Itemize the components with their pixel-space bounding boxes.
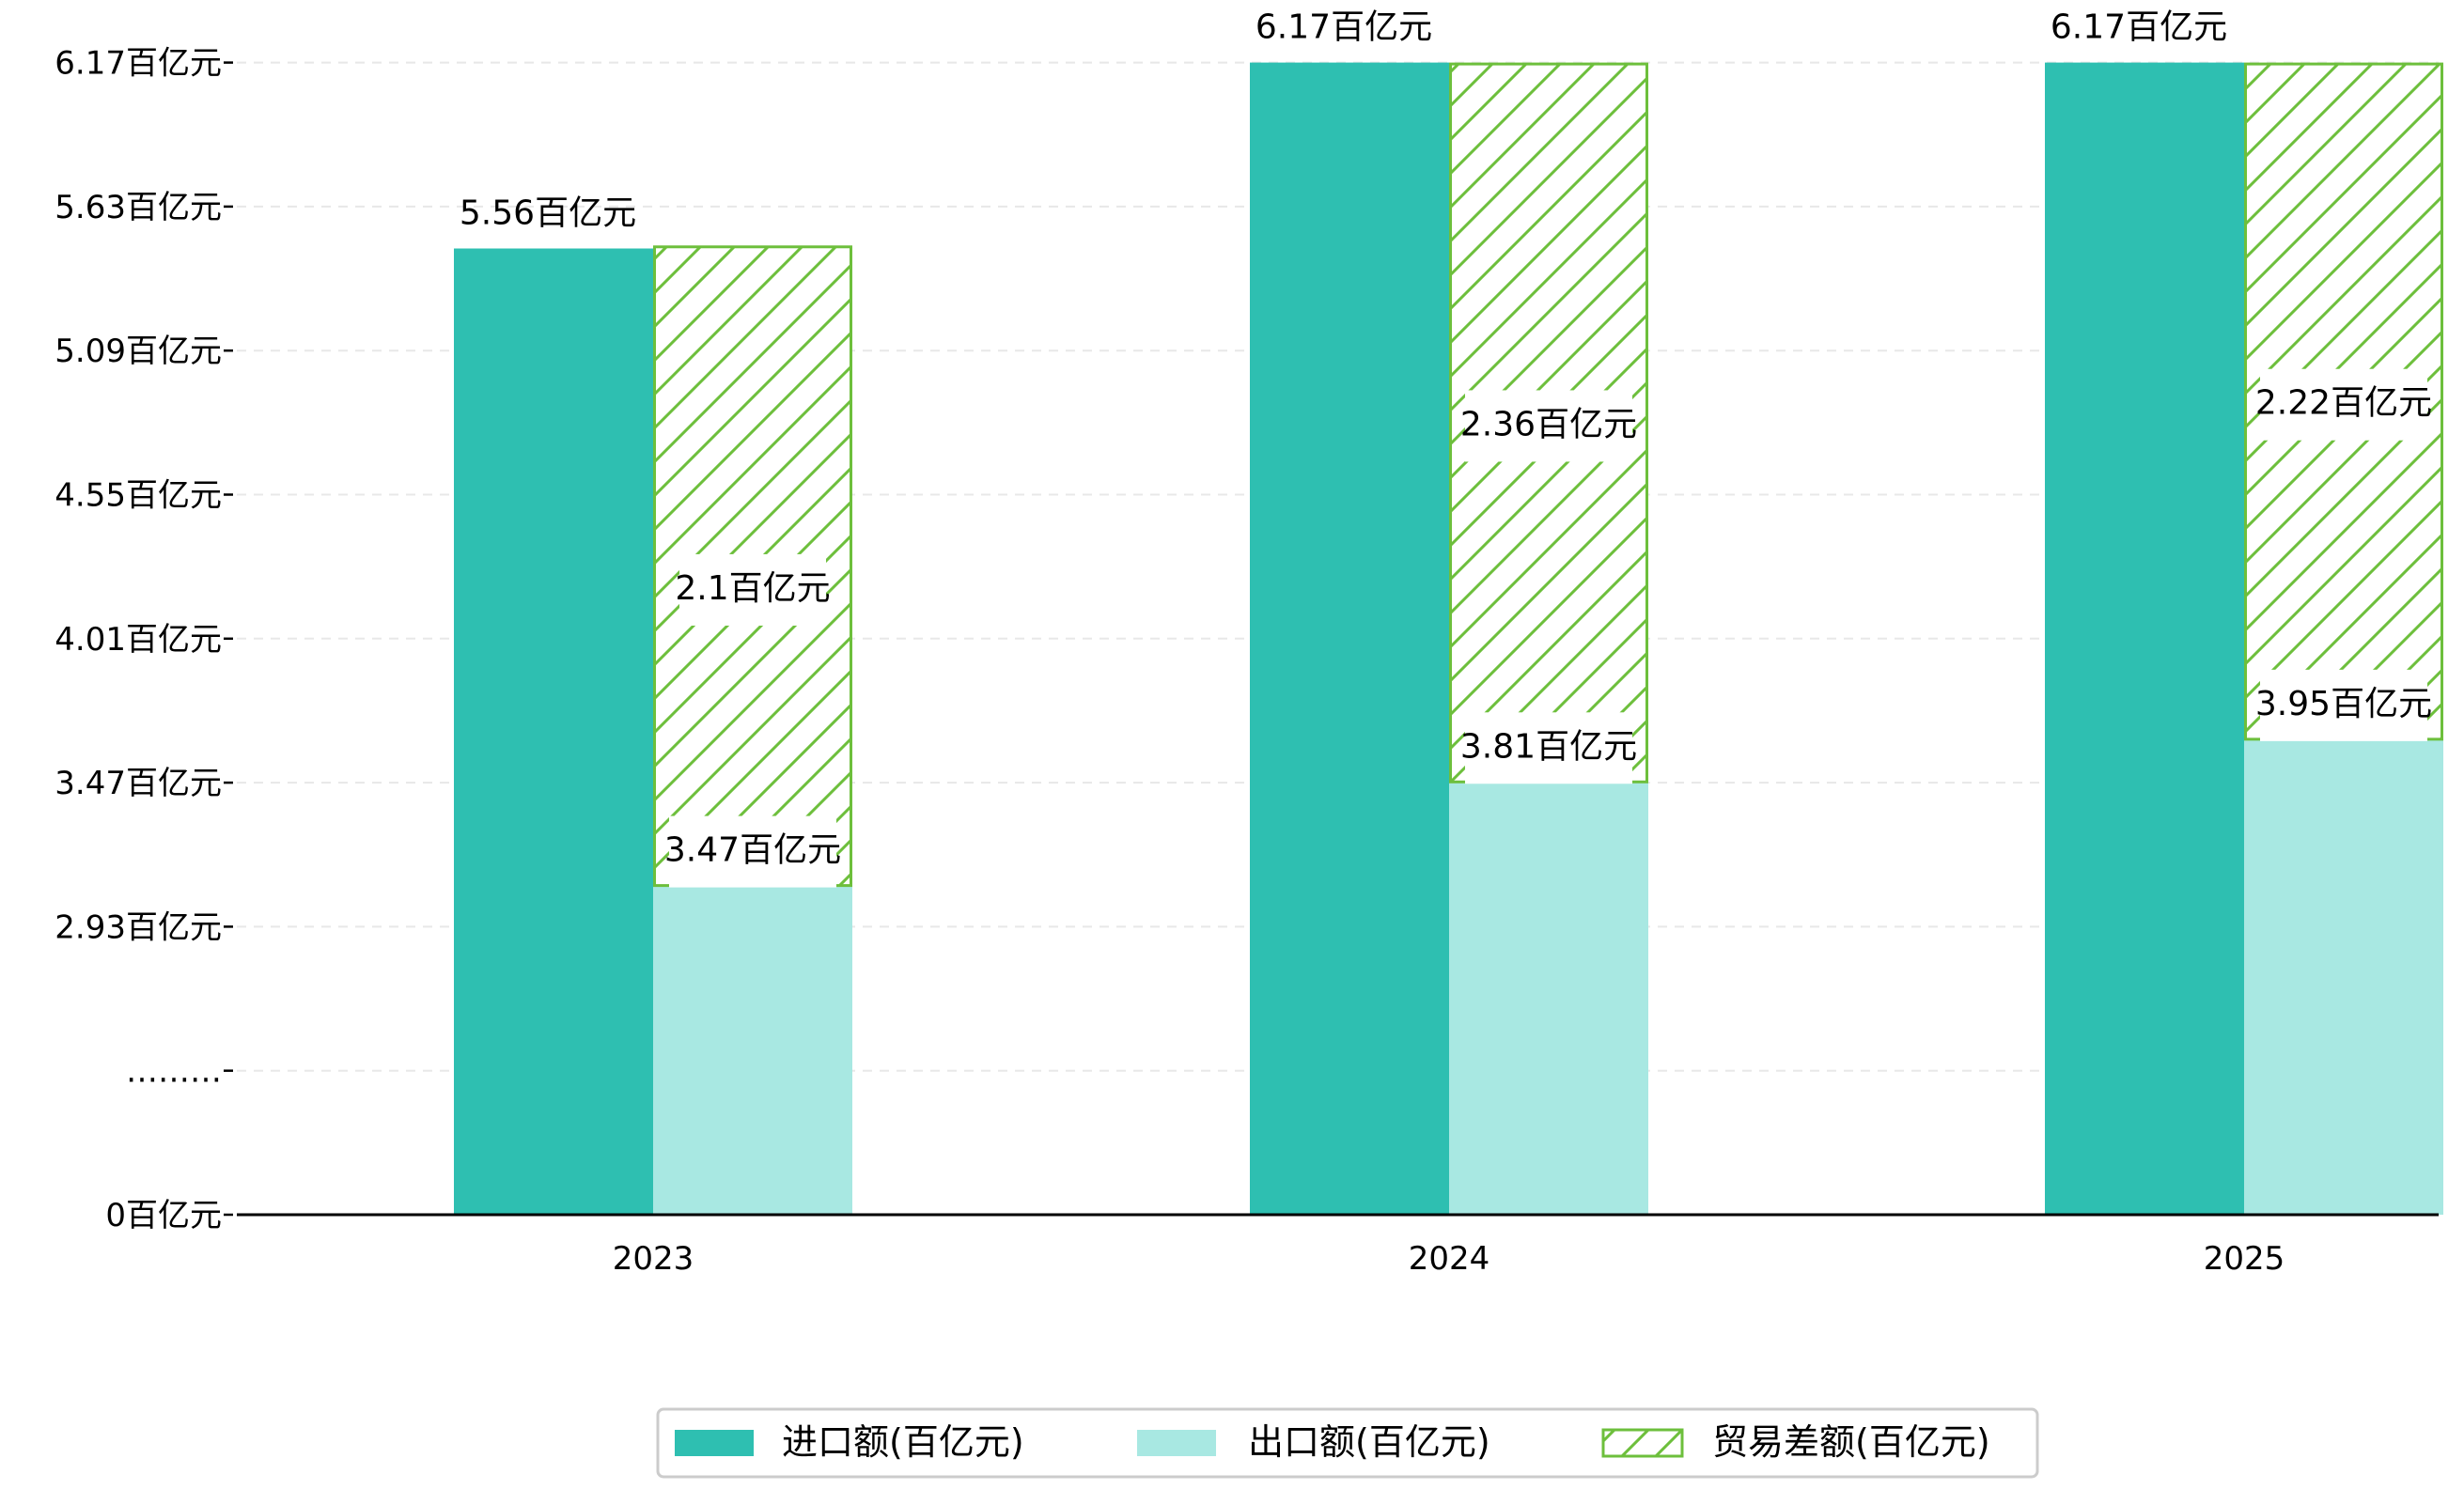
x-tick-label: 2023 <box>613 1240 694 1278</box>
data-label-balance: 2.22百亿元 <box>2255 384 2432 423</box>
legend-box <box>656 1407 2039 1479</box>
data-label-export-bg <box>2260 669 2427 741</box>
legend-swatch <box>1137 1430 1216 1456</box>
bar-export <box>653 885 852 1215</box>
bar-import <box>454 248 653 1215</box>
data-label-export: 3.47百亿元 <box>664 831 841 870</box>
data-label-balance-bg <box>1465 390 1632 462</box>
data-label-balance-bg <box>679 553 826 626</box>
bar-export <box>2244 738 2443 1215</box>
y-tick-label: 3.47百亿元 <box>55 765 222 802</box>
legend: 进口额(百亿元) 出口额(百亿元) 贸易差额(百亿元) <box>656 1407 2039 1479</box>
data-label-balance: 2.36百亿元 <box>1460 405 1637 443</box>
legend-label: 贸易差额(百亿元) <box>1712 1421 1990 1463</box>
y-tick-label: 4.01百亿元 <box>55 621 222 659</box>
y-tick-label: 4.55百亿元 <box>55 477 222 515</box>
data-label-export: 3.81百亿元 <box>1460 727 1637 766</box>
bar-import <box>2045 62 2244 1216</box>
legend-label: 进口额(百亿元) <box>782 1421 1024 1463</box>
data-label-export-bg <box>1465 712 1632 784</box>
data-label-import: 6.17百亿元 <box>1255 8 1432 47</box>
y-tick-label: 0百亿元 <box>105 1197 222 1234</box>
data-label-import: 6.17百亿元 <box>2051 8 2227 47</box>
data-label-balance: 2.1百亿元 <box>675 569 830 608</box>
bar-export <box>1449 782 1648 1215</box>
data-label-export: 3.95百亿元 <box>2255 685 2432 723</box>
y-tick-label: 5.63百亿元 <box>55 189 222 226</box>
data-label-export-bg <box>669 815 836 888</box>
y-tick-label: 5.09百亿元 <box>55 333 222 370</box>
legend-label: 出口额(百亿元) <box>1248 1421 1490 1463</box>
data-label-balance-bg <box>2260 368 2427 441</box>
data-labels: 5.56百亿元 3.47百亿元 2.1百亿元 6.17百亿元 3.81百亿元 2.36百亿… <box>460 8 2432 888</box>
bars <box>454 62 2443 1216</box>
x-tick-label: 2024 <box>1409 1240 1490 1278</box>
y-tick-label: 6.17百亿元 <box>55 45 222 83</box>
y-tick-label: ……… <box>126 1053 222 1091</box>
bar-import <box>1250 62 1449 1216</box>
data-label-import: 5.56百亿元 <box>460 194 636 233</box>
legend-swatch <box>675 1430 754 1456</box>
legend-swatch <box>1601 1428 1684 1458</box>
y-tick-label: 2.93百亿元 <box>55 908 222 946</box>
x-tick-label: 2025 <box>2204 1240 2285 1278</box>
axes: 0百亿元 ……… 2.93百亿元 3.47百亿元 4.01百亿元 4.55百亿元 5.09百… <box>55 45 2439 1278</box>
